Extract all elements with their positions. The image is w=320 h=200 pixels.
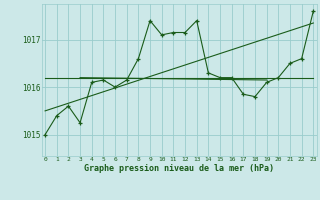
X-axis label: Graphe pression niveau de la mer (hPa): Graphe pression niveau de la mer (hPa) [84,164,274,173]
